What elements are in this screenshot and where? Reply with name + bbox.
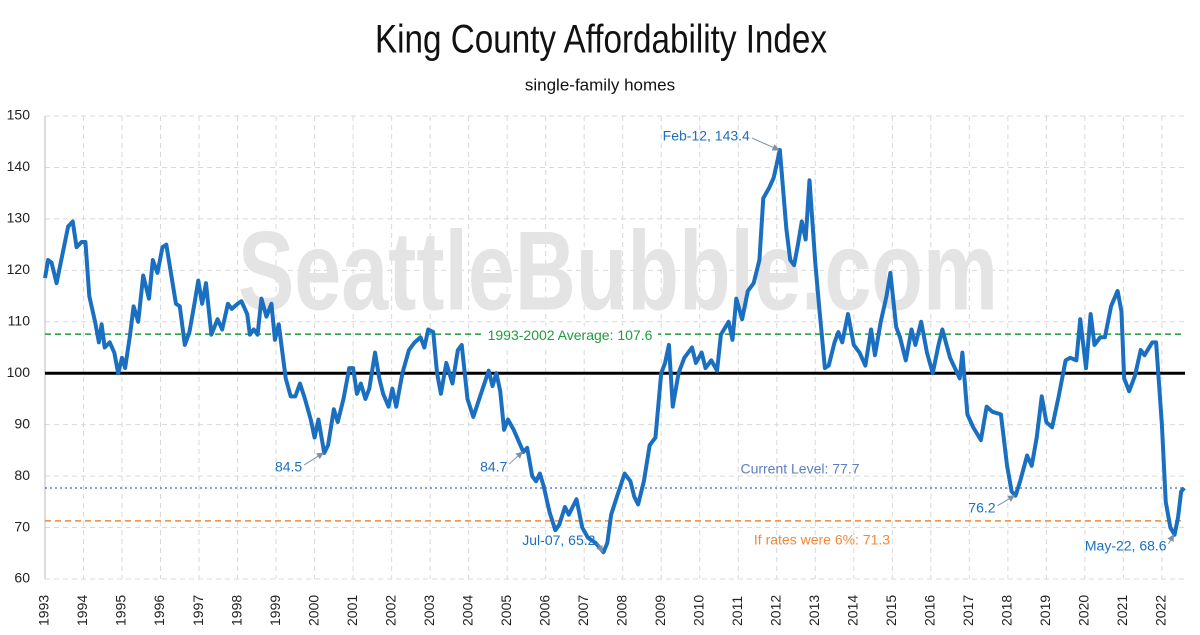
y-tick-label: 80 [14,467,30,483]
annotation-arrow [508,451,523,465]
x-tick-label: 2010 [690,595,706,626]
y-tick-label: 60 [14,570,30,586]
x-tick-label: 2001 [344,595,360,626]
annotation-arrow [303,452,324,466]
x-tick-label: 1999 [267,595,283,626]
y-tick-label: 140 [7,158,31,174]
x-tick-label: 1996 [151,595,167,626]
y-tick-label: 120 [7,261,31,277]
x-tick-label: 2002 [382,595,398,626]
x-tick-label: 2020 [1076,595,1092,626]
x-tick-label: 2016 [922,595,938,626]
annotation-label: May-22, 68.6 [1085,537,1167,553]
y-tick-label: 70 [14,518,30,534]
data-line [43,147,1186,555]
plot-area: 1993-2002 Average: 107.6 Current Level: 7… [43,128,1186,555]
x-tick-label: 2005 [498,595,514,626]
x-tick-label: 1997 [190,595,206,626]
annotation-arrow [1167,534,1175,545]
chart-title: King County Affordability Index [375,18,827,62]
x-tick-label: 2021 [1114,595,1130,626]
x-tick-label: 2011 [729,596,745,626]
x-tick-label: 1995 [113,595,129,626]
annotation-label: Jul-07, 65.2 [522,532,595,548]
x-tick-label: 2004 [459,595,475,626]
reference-label: Current Level: 77.7 [740,461,859,477]
annotation-arrow [596,543,603,553]
annotation-label: 84.7 [480,459,507,475]
reference-label: If rates were 6%: 71.3 [754,532,890,548]
annotation-label: 84.5 [275,459,302,475]
annotation-arrow [751,137,780,151]
annotation-label: 76.2 [968,499,995,515]
x-tick-label: 2019 [1037,595,1053,626]
watermark: SeattleBubble.com [238,209,998,334]
y-tick-label: 110 [8,312,31,328]
x-tick-label: 2012 [767,595,783,626]
x-tick-label: 2006 [536,595,552,626]
y-tick-label: 100 [7,364,31,380]
y-tick-label: 90 [14,415,30,431]
x-tick-label: 1998 [228,595,244,626]
x-tick-label: 2007 [575,595,591,626]
reference-label: 1993-2002 Average: 107.6 [488,327,653,343]
x-tick-label: 2018 [999,595,1015,626]
x-tick-label: 2022 [1153,595,1169,626]
x-tick-label: 2008 [613,595,629,626]
x-tick-label: 2000 [305,595,321,626]
x-tick-label: 2017 [960,595,976,626]
annotation-label: Feb-12, 143.4 [663,128,750,144]
y-tick-label: 130 [7,210,31,226]
y-tick-label: 150 [7,107,31,123]
x-tick-label: 2013 [806,595,822,626]
x-tick-label: 2014 [844,595,860,626]
x-tick-label: 2009 [652,595,668,626]
x-tick-label: 1994 [74,595,90,626]
annotation-arrow [997,495,1016,507]
x-tick-label: 2003 [421,595,437,626]
x-tick-label: 1993 [36,595,52,626]
label-background [482,326,658,347]
chart-subtitle: single-family homes [525,75,675,94]
grid: 60 70 80 90 100 110 120 130 140 150 1993 1994 1995 19… [7,107,1185,626]
x-tick-label: 2015 [883,595,899,626]
